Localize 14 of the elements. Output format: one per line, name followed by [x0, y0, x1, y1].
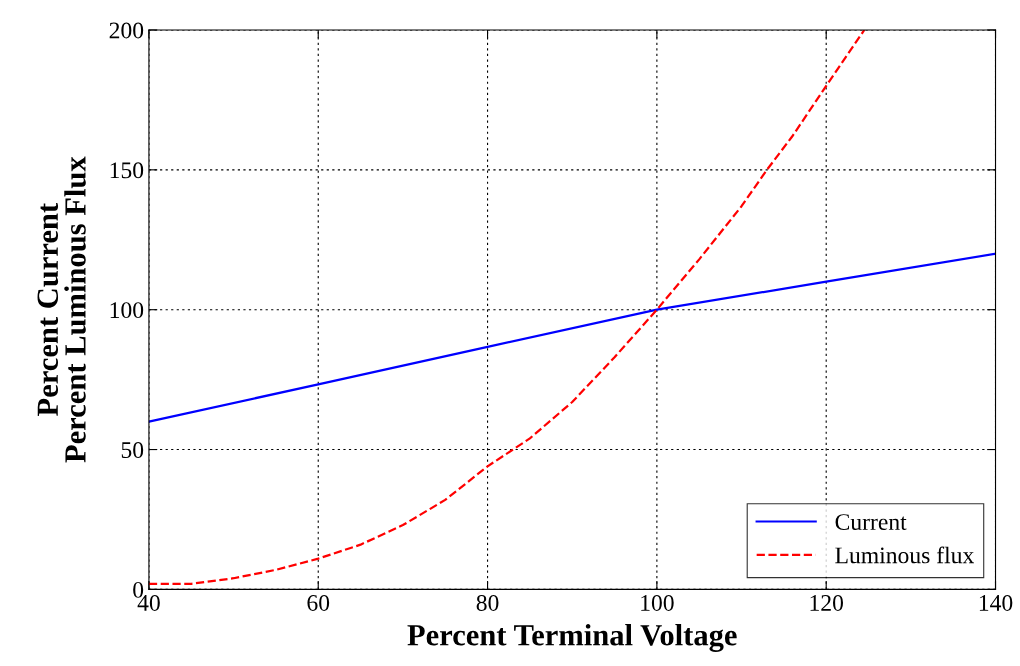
x-axis-title: Percent Terminal Voltage	[407, 624, 737, 652]
y-tick-label: 150	[110, 162, 144, 179]
legend-label: Luminous flux	[835, 546, 974, 564]
y-tick-label: 50	[121, 442, 144, 458]
x-tick-label: 80	[476, 594, 499, 611]
x-tick-label: 140	[979, 594, 1013, 611]
legend-label: Current	[835, 514, 907, 530]
line-series	[148, 252, 996, 423]
y-tick-label: 100	[110, 302, 144, 319]
x-tick-label: 100	[641, 594, 674, 611]
x-tick-label: 60	[307, 594, 330, 611]
x-tick-label: 120	[810, 594, 844, 611]
y-tick-label: 200	[109, 22, 144, 39]
y-axis-title: Percent Current Percent Luminous Flux	[37, 156, 86, 463]
